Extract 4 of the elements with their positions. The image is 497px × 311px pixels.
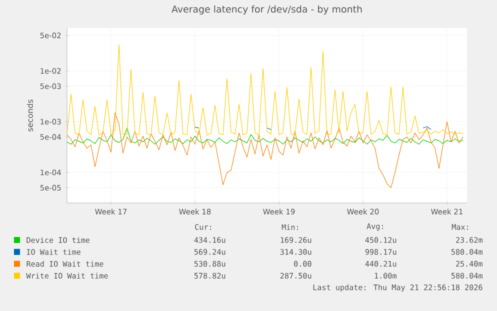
chart-title: Average latency for /dev/sda - by month bbox=[172, 5, 362, 15]
line-series bbox=[67, 112, 464, 188]
line-series bbox=[67, 44, 464, 136]
line-series bbox=[67, 128, 464, 145]
